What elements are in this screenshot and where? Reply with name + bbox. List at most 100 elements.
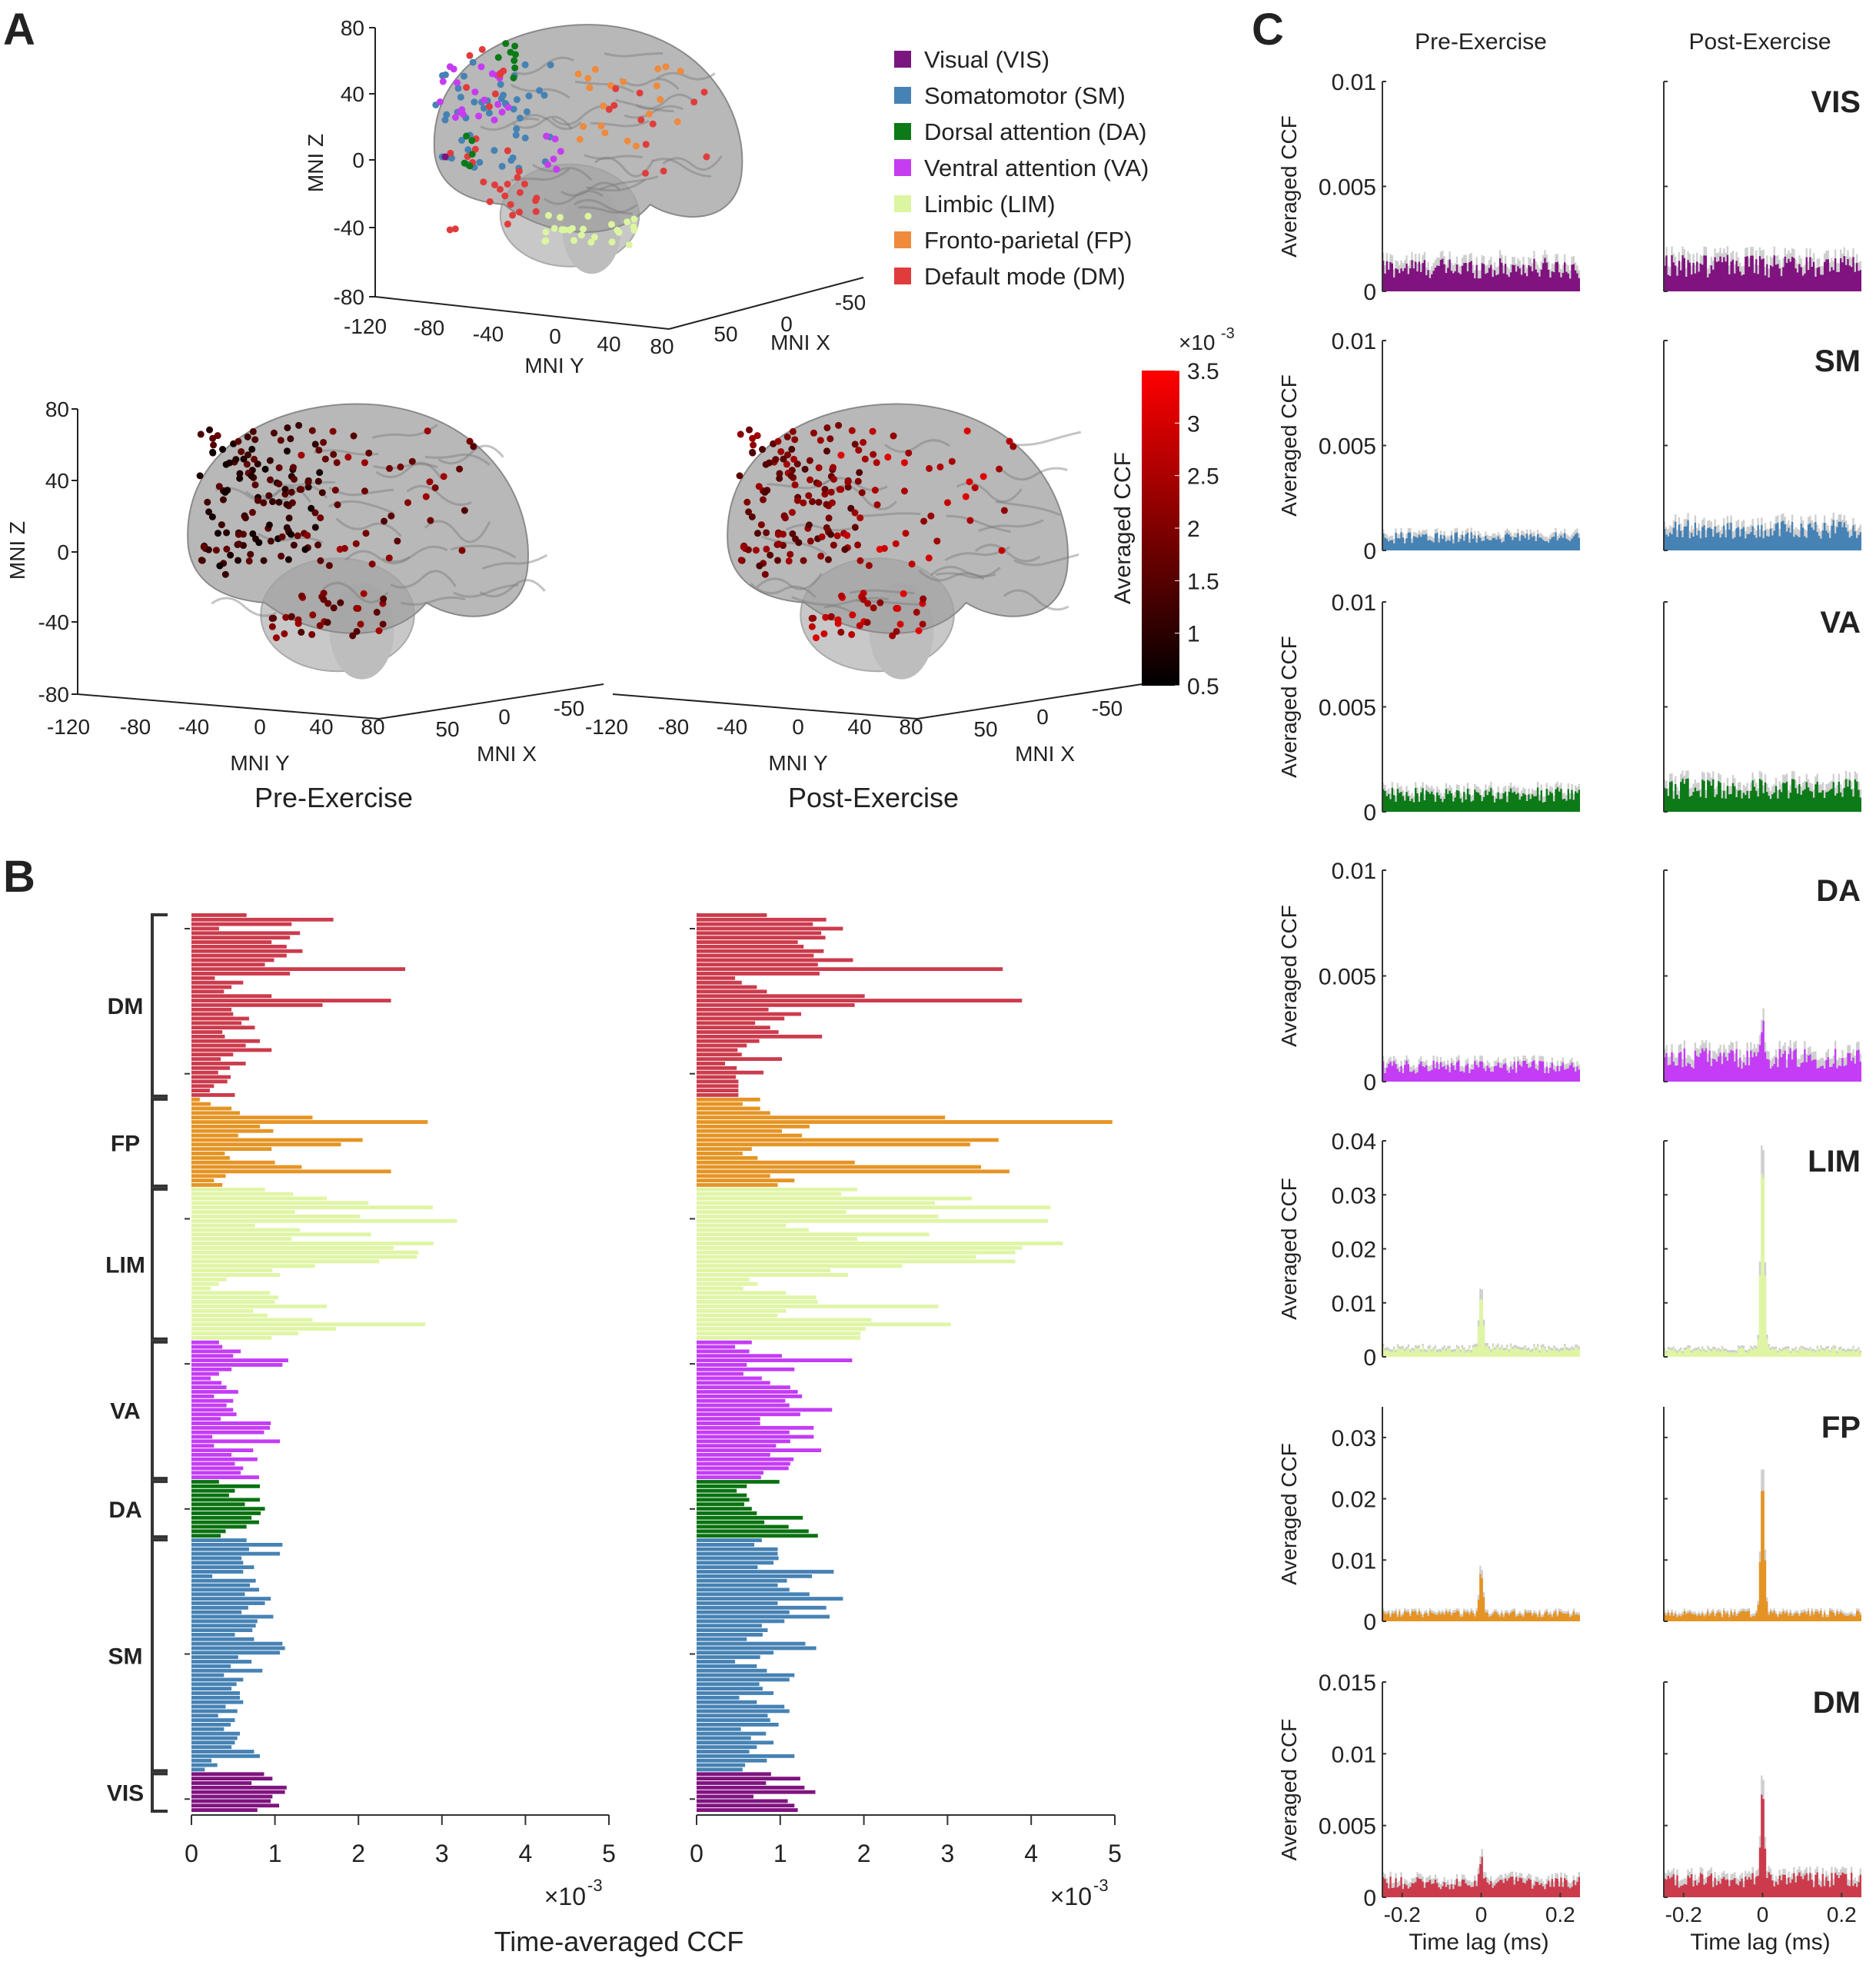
gyrus-line xyxy=(480,117,540,131)
group-bracket xyxy=(151,1187,168,1341)
electrode-dot xyxy=(243,460,251,468)
bar-fp xyxy=(697,1133,803,1138)
bar-vis xyxy=(191,1803,280,1808)
electrode-dot xyxy=(212,547,220,554)
electrode-dot xyxy=(1010,443,1017,450)
gyrus-line xyxy=(750,583,817,598)
electrode-dot xyxy=(851,524,859,531)
electrode-dot xyxy=(649,120,657,128)
bar-va xyxy=(191,1461,235,1466)
electrode-dot xyxy=(800,499,807,507)
electrode-dot xyxy=(849,611,857,619)
electrode-dot xyxy=(509,154,517,161)
y-tick-label: -80 xyxy=(414,316,444,340)
x-tick-label: 3 xyxy=(941,1840,955,1867)
bar-lim xyxy=(191,1228,301,1232)
bar-sm xyxy=(697,1641,806,1646)
bar-va xyxy=(191,1434,213,1439)
bar-lim xyxy=(191,1214,361,1218)
bar-dm xyxy=(191,1030,223,1034)
electrode-dot xyxy=(763,545,770,553)
bar-dm xyxy=(697,972,820,976)
bar-dm xyxy=(697,926,843,931)
bar-lim xyxy=(191,1192,294,1196)
y-tick-label: -120 xyxy=(47,715,90,739)
z-tick-label: 0 xyxy=(57,540,69,564)
electrode-dot xyxy=(580,123,587,131)
electrode-dot xyxy=(783,433,791,440)
electrode-dot xyxy=(290,541,298,549)
bar-sm xyxy=(697,1687,763,1691)
bar-da xyxy=(697,1480,780,1484)
electrode-dot xyxy=(662,63,670,71)
bar-da xyxy=(191,1488,235,1493)
ccf-histogram xyxy=(1382,1298,1580,1357)
bar-sm xyxy=(697,1673,795,1677)
electrode-dot xyxy=(541,91,548,99)
electrode-dot xyxy=(221,570,229,578)
electrode-dot xyxy=(234,530,242,538)
bar-lim xyxy=(697,1245,1023,1250)
electrode-dot xyxy=(837,451,845,459)
ccf-plot-da-pre: 0.01 0.005 0 Averaged CCF xyxy=(1277,859,1580,1095)
y-axis-label: MNI Y xyxy=(230,751,290,775)
bar-da xyxy=(191,1524,247,1529)
electrode-dot xyxy=(388,512,395,520)
electrode-dot xyxy=(408,457,416,465)
electrode-dot xyxy=(304,478,312,486)
bar-sm xyxy=(697,1754,795,1758)
bar-sm xyxy=(697,1668,767,1673)
y-tick-label: 0.01 xyxy=(1332,1548,1376,1574)
x-multiplier: ×10 xyxy=(1050,1883,1092,1910)
group-bracket xyxy=(151,1340,168,1481)
bar-da xyxy=(697,1534,818,1538)
electrode-dot xyxy=(607,81,614,89)
bar-sm xyxy=(191,1628,253,1632)
bar-vis xyxy=(697,1799,788,1803)
electrode-dot xyxy=(795,539,803,547)
bar-sm xyxy=(191,1723,231,1727)
electrode-dot xyxy=(281,485,289,493)
gyrus-line xyxy=(586,178,646,192)
electrode-dot xyxy=(576,135,584,143)
x-exponent: -3 xyxy=(587,1876,603,1895)
electrode-dot xyxy=(761,570,769,578)
bar-va xyxy=(697,1421,760,1425)
gyrus-line xyxy=(512,115,573,130)
gyrus-line xyxy=(335,517,402,537)
electrode-dot xyxy=(459,111,467,118)
electrode-dot xyxy=(298,451,305,459)
bar-sm xyxy=(191,1583,251,1587)
bar-dm xyxy=(697,1093,739,1097)
electrode-dot xyxy=(225,459,233,467)
bar-dm xyxy=(191,1012,234,1016)
colorbar-tick-label: 0.5 xyxy=(1187,674,1219,700)
z-tick-label: -40 xyxy=(334,216,364,240)
electrode-dot xyxy=(463,84,471,91)
gyrus-line xyxy=(856,512,921,518)
electrode-dot xyxy=(745,508,753,516)
electrode-dot xyxy=(471,98,478,106)
electrode-dot xyxy=(254,460,261,468)
electrode-dot xyxy=(962,493,970,500)
electrode-dot xyxy=(304,531,311,539)
electrode-dot xyxy=(781,514,789,522)
electrode-dot xyxy=(344,454,352,461)
electrode-dot xyxy=(330,604,338,612)
electrode-dot xyxy=(283,447,291,455)
electrode-dot xyxy=(440,473,447,480)
electrode-dot xyxy=(597,122,605,130)
bar-lim xyxy=(191,1223,255,1228)
electrode-dot xyxy=(767,551,774,559)
electrode-dot xyxy=(475,112,483,120)
electrode-dot xyxy=(823,447,830,455)
electrode-dot xyxy=(510,105,517,113)
bar-sm xyxy=(191,1763,218,1767)
bar-sm xyxy=(191,1651,281,1655)
gyrus-line xyxy=(211,597,277,617)
electrode-dot xyxy=(218,521,225,529)
electrode-dot xyxy=(272,634,280,642)
electrode-dot xyxy=(971,484,979,491)
bar-dm xyxy=(191,1079,228,1084)
bar-dm xyxy=(697,994,865,999)
